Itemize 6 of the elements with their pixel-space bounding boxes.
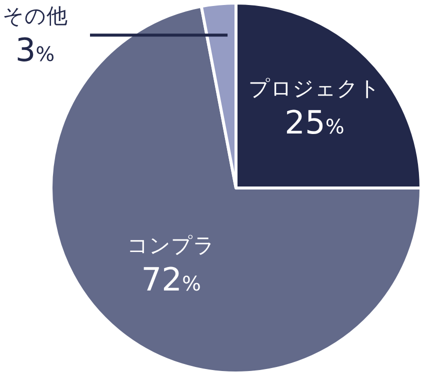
data-label: 25% (284, 104, 344, 142)
data-label: 3% (15, 31, 55, 70)
slice-label: コンプラ (127, 233, 216, 258)
slice-label: プロジェクト (248, 76, 380, 101)
data-label: 72% (141, 260, 202, 298)
slice-label: その他 (2, 4, 68, 28)
